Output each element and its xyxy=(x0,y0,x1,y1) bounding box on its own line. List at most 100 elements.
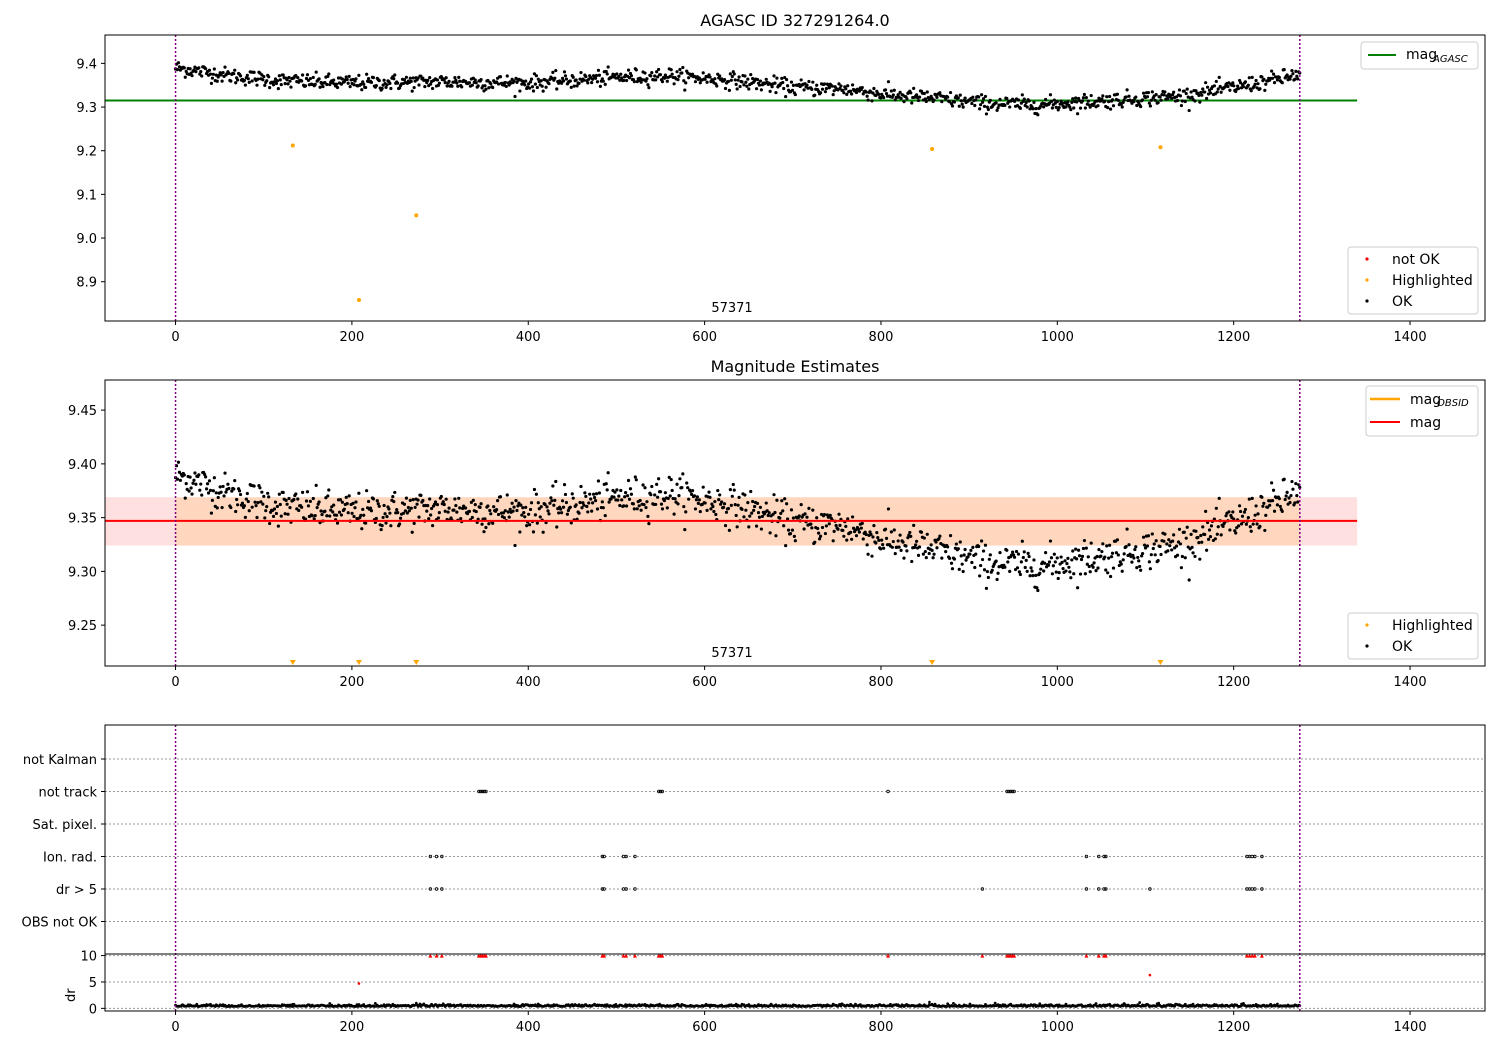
ok-point-558 xyxy=(715,84,719,88)
ok-point-mag-675 xyxy=(828,513,832,517)
ok-point-865 xyxy=(1012,99,1017,103)
ok-point-584 xyxy=(740,80,744,84)
ok-point-689 xyxy=(842,91,846,95)
ok-point-101 xyxy=(271,83,276,87)
ok-point-mag-487 xyxy=(646,514,650,518)
ok-point-26 xyxy=(199,69,203,74)
ok-point-958 xyxy=(1103,99,1107,103)
panel-magnitude-title: Magnitude Estimates xyxy=(711,357,880,376)
ok-point-956 xyxy=(1101,94,1105,98)
ok-point-312 xyxy=(476,84,480,88)
ok-point-mag-469 xyxy=(628,487,633,491)
ok-point-520 xyxy=(678,67,682,72)
ok-point-635 xyxy=(789,80,794,84)
ok-point-mag-322 xyxy=(486,504,490,508)
ok-point-437 xyxy=(597,73,602,77)
ok-point-mag-108 xyxy=(278,502,282,507)
ok-point-mag-50 xyxy=(222,494,226,498)
ok-point-742 xyxy=(893,98,897,102)
ok-point-627 xyxy=(782,86,786,91)
ok-point-mag-1145 xyxy=(1284,494,1288,498)
ok-point-mag-162 xyxy=(331,510,335,514)
ok-point-480 xyxy=(639,80,643,84)
ok-point-229 xyxy=(396,81,400,85)
ok-point-mag-143 xyxy=(312,517,316,521)
ok-point-mag-402 xyxy=(563,492,568,497)
ok-point-772 xyxy=(922,91,926,96)
ok-point-748 xyxy=(899,96,903,101)
ok-point-mag-669 xyxy=(822,513,827,517)
ok-point-1090 xyxy=(1231,81,1235,85)
ok-point-625 xyxy=(780,76,784,80)
ok-point-398 xyxy=(559,81,564,85)
ok-point-mag-453 xyxy=(613,490,617,494)
ok-point-mag-785 xyxy=(935,546,939,550)
ok-point-745 xyxy=(896,93,900,97)
ok-point-mag-235 xyxy=(401,511,406,515)
flag-point-4-17 xyxy=(1253,887,1257,891)
ok-point-72 xyxy=(243,83,247,87)
ok-point-796 xyxy=(946,95,950,99)
flag-point-3-5 xyxy=(621,854,626,859)
ok-point-mag-207 xyxy=(374,516,378,521)
ok-point-mag-683 xyxy=(836,527,840,531)
ok-point-mag-632 xyxy=(786,528,791,532)
ok-point-mag-495 xyxy=(654,502,658,507)
ok-point-475 xyxy=(634,68,638,72)
ok-point-mag-135 xyxy=(304,499,309,503)
ok-point-mag-122 xyxy=(292,497,296,502)
ok-point-399 xyxy=(560,76,565,80)
dr-clipped-28 xyxy=(1247,953,1252,958)
ok-point-414 xyxy=(575,84,579,88)
ok-point-mag-347 xyxy=(510,501,514,505)
flag-point-4-6 xyxy=(624,887,628,891)
ok-point-mag-345 xyxy=(508,507,512,511)
ok-point-1055 xyxy=(1197,93,1201,97)
ok-point-mag-191 xyxy=(359,513,363,517)
ok-point-609 xyxy=(764,77,768,81)
ok-point-444 xyxy=(604,69,608,74)
p2-xtick-label-3: 600 xyxy=(692,675,717,690)
ok-point-mag-941 xyxy=(1086,555,1090,559)
p1-xtick-label-1: 200 xyxy=(339,330,364,345)
ok-point-mag-719 xyxy=(871,535,875,539)
ok-point-74 xyxy=(245,73,249,78)
ok-point-mag-404 xyxy=(565,512,570,516)
ok-point-1085 xyxy=(1226,84,1230,89)
ok-point-mag-681 xyxy=(834,523,838,528)
ok-point-mag-111 xyxy=(281,490,285,495)
ok-point-mag-9 xyxy=(182,473,186,477)
ok-point-401 xyxy=(562,70,567,74)
highlighted-point-4 xyxy=(1158,145,1163,150)
ok-point-991 xyxy=(1135,103,1139,108)
p1-ytick-label-1: 9.0 xyxy=(76,232,97,247)
flag-point-4-4 xyxy=(602,887,606,891)
ok-point-mag-379 xyxy=(541,530,545,534)
ok-point-mag-605 xyxy=(760,514,764,519)
panel-agasc-frame xyxy=(104,34,1486,322)
ok-point-194 xyxy=(362,82,366,86)
panel-flags-frame xyxy=(104,724,1486,1012)
ok-point-306 xyxy=(470,83,474,87)
ok-point-142 xyxy=(311,75,315,80)
ok-point-mag-674 xyxy=(827,522,831,526)
ok-point-mag-1113 xyxy=(1253,513,1257,517)
flag-point-3-6 xyxy=(624,854,628,859)
ok-point-459 xyxy=(619,72,623,76)
ok-point-mag-555 xyxy=(712,509,716,514)
ok-point-mag-610 xyxy=(765,509,769,513)
ok-point-434 xyxy=(594,73,599,78)
ok-point-mag-33 xyxy=(205,482,210,486)
ok-point-mag-863 xyxy=(1011,550,1015,554)
ok-point-mag-814 xyxy=(963,547,967,552)
ok-point-mag-95 xyxy=(266,491,270,495)
flag-point-1-3 xyxy=(482,789,486,794)
ok-point-725 xyxy=(877,92,881,97)
ok-point-mag-413 xyxy=(574,503,578,507)
ok-point-mag-79 xyxy=(250,505,254,509)
ok-point-mag-881 xyxy=(1028,574,1032,578)
ok-point-mag-1116 xyxy=(1256,512,1260,516)
panel-agasc-title: AGASC ID 327291264.0 xyxy=(700,11,889,30)
p1-xtick-label-2: 400 xyxy=(516,330,541,345)
ok-point-435 xyxy=(595,80,600,84)
